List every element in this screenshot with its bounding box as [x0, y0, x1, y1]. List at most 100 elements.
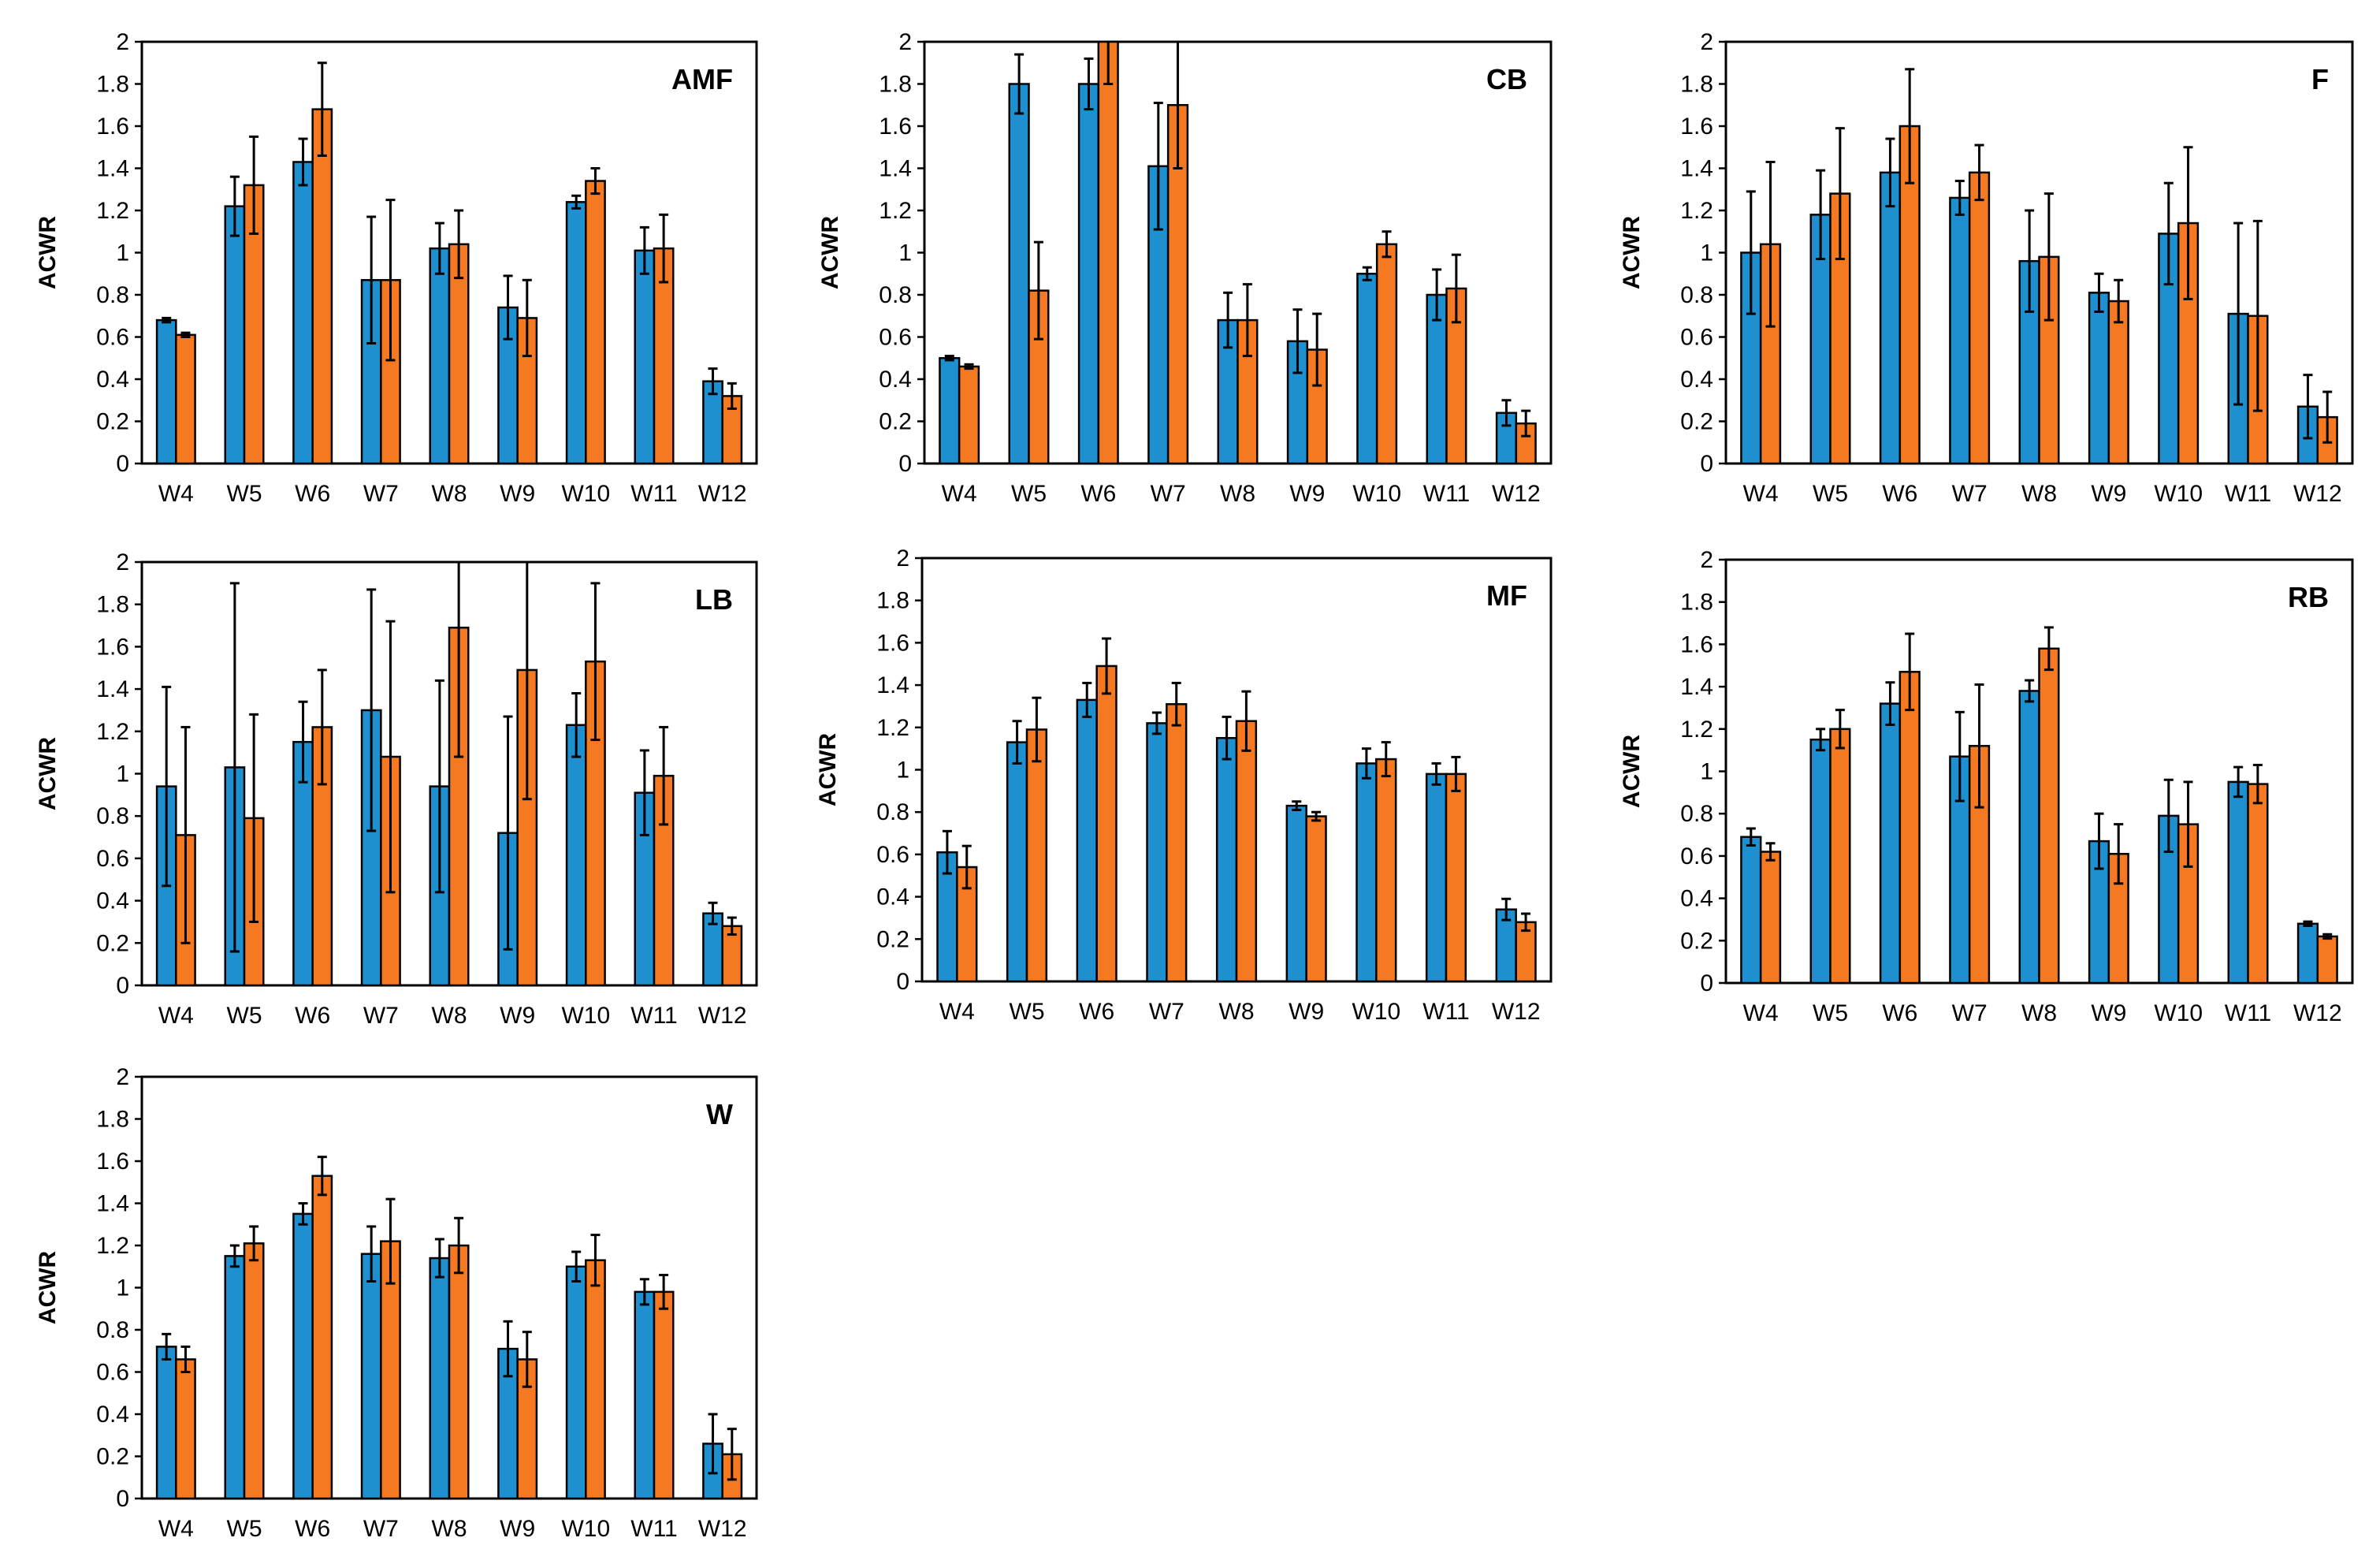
y-tick-label: 0.2	[96, 930, 129, 956]
x-tick-label: W5	[1011, 481, 1047, 507]
bar-w-w6-s2	[311, 1175, 333, 1500]
y-tick-label: 1.2	[1680, 717, 1713, 743]
bar-cb-w4-s2	[958, 365, 980, 465]
bar-amf-w5-s1	[224, 205, 246, 465]
y-tick-label: 0.8	[879, 282, 912, 308]
bar-amf-w11-s2	[653, 247, 675, 465]
x-tick-label: W8	[1219, 999, 1255, 1025]
x-tick-label: W10	[561, 1516, 610, 1542]
x-tick-label: W8	[2021, 481, 2057, 507]
y-tick-label: 2	[896, 545, 909, 572]
x-tick-label: W9	[2091, 1000, 2126, 1026]
x-tick-label: W9	[1289, 999, 1324, 1025]
y-tick-label: 0.6	[876, 842, 909, 868]
x-tick-label: W5	[227, 481, 262, 507]
bar-w-w10-s2	[585, 1259, 606, 1500]
y-tick-label: 2	[116, 29, 129, 55]
y-tick-label: 0	[116, 1486, 129, 1512]
bar-w-w11-s1	[634, 1290, 656, 1500]
x-tick-label: W11	[1422, 999, 1469, 1025]
y-tick-label: 0.4	[96, 1402, 129, 1428]
x-tick-label: W4	[1743, 481, 1779, 507]
bar-mf-w8-s2	[1235, 720, 1258, 983]
bar-w-w4-s1	[155, 1346, 177, 1500]
y-tick-label: 1	[116, 761, 129, 787]
y-tick-label: 1	[898, 240, 912, 266]
x-tick-label: W7	[1952, 481, 1988, 507]
x-tick-label: W8	[432, 481, 467, 507]
y-tick-label: 0.6	[1680, 325, 1713, 351]
x-tick-label: W5	[1813, 481, 1848, 507]
y-tick-label: 0	[898, 451, 912, 477]
y-tick-label: 1.6	[876, 630, 909, 656]
y-tick-label: 1.2	[96, 719, 129, 745]
panel-title: MF	[1486, 579, 1527, 612]
chart-panel-f: 0 0.2 0.4 0.6 0.8 1 1.2 1.4 1.6 1.8 2 ACWR F W4 W5 W6 W7…	[1619, 29, 2354, 507]
x-tick-label: W8	[432, 1516, 467, 1542]
y-tick-label: 0.2	[876, 926, 909, 952]
x-tick-label: W6	[295, 1003, 330, 1029]
bar-rb-w5-s2	[1829, 728, 1851, 985]
bar-mf-w5-s1	[1006, 741, 1028, 983]
x-tick-label: W8	[432, 1003, 467, 1029]
x-tick-label: W5	[227, 1516, 262, 1542]
x-tick-label: W10	[1352, 999, 1400, 1025]
bar-lb-w12-s1	[702, 912, 723, 987]
x-tick-label: W8	[2021, 1000, 2057, 1026]
y-tick-label: 2	[1700, 29, 1713, 55]
bar-mf-w10-s2	[1375, 758, 1397, 983]
y-tick-label: 1	[1700, 759, 1713, 785]
bar-amf-w4-s2	[175, 333, 196, 465]
bar-amf-w6-s1	[292, 161, 314, 465]
y-tick-label: 2	[1700, 547, 1713, 573]
x-tick-label: W10	[561, 1003, 610, 1029]
panel-title: RB	[2288, 581, 2329, 613]
y-tick-label: 0.6	[1680, 843, 1713, 869]
y-tick-label: 0.6	[96, 325, 129, 351]
bar-amf-w11-s1	[634, 249, 656, 465]
bar-cb-w4-s1	[939, 357, 961, 465]
bar-cb-w6-s1	[1077, 83, 1100, 465]
panel-title: F	[2311, 63, 2329, 95]
bar-rb-w4-s1	[1740, 836, 1762, 985]
y-tick-label: 1	[896, 758, 909, 784]
y-tick-label: 0.2	[1680, 928, 1713, 954]
y-axis-label: ACWR	[817, 216, 843, 290]
bar-rb-w11-s1	[2227, 780, 2249, 985]
bar-f-w9-s1	[2088, 292, 2110, 465]
y-tick-label: 1.8	[1680, 72, 1713, 98]
bar-mf-w6-s1	[1076, 698, 1098, 983]
bar-rb-w12-s2	[2316, 935, 2338, 985]
bar-mf-w9-s1	[1285, 804, 1307, 983]
bar-f-w6-s1	[1879, 171, 1902, 465]
y-tick-label: 0.2	[96, 1444, 129, 1470]
bar-rb-w8-s2	[2038, 647, 2060, 985]
y-tick-label: 1.8	[879, 72, 912, 98]
bar-w-w5-s2	[243, 1242, 265, 1500]
panel-title: LB	[695, 583, 733, 616]
y-tick-label: 0.2	[1680, 409, 1713, 435]
bar-w-w7-s1	[360, 1253, 382, 1500]
y-tick-label: 0.8	[96, 282, 129, 308]
x-tick-label: W11	[630, 1516, 677, 1542]
y-axis-label: ACWR	[1619, 735, 1645, 809]
bar-mf-w9-s2	[1305, 815, 1327, 983]
bar-w-w4-s2	[175, 1358, 196, 1500]
bar-amf-w4-s1	[155, 318, 177, 465]
bar-f-w7-s2	[1968, 171, 1991, 465]
x-tick-label: W12	[698, 481, 747, 507]
bar-amf-w7-s1	[360, 279, 382, 465]
y-tick-label: 1.4	[96, 156, 129, 182]
y-tick-label: 1	[1700, 240, 1713, 266]
bar-cb-w7-s2	[1166, 104, 1189, 465]
chart-panel-cb: 0 0.2 0.4 0.6 0.8 1 1.2 1.4 1.6 1.8 2 ACWR CB W4 W5 W6 W…	[817, 29, 1553, 507]
y-tick-label: 0	[896, 969, 909, 995]
y-tick-label: 1.8	[96, 592, 129, 618]
y-tick-label: 1.8	[96, 72, 129, 98]
y-tick-label: 1.2	[96, 1233, 129, 1259]
x-tick-label: W4	[158, 1003, 194, 1029]
x-tick-label: W4	[158, 1516, 194, 1542]
y-tick-label: 1.4	[96, 1191, 129, 1217]
y-tick-label: 0	[1700, 970, 1713, 996]
x-tick-label: W10	[2154, 481, 2203, 507]
